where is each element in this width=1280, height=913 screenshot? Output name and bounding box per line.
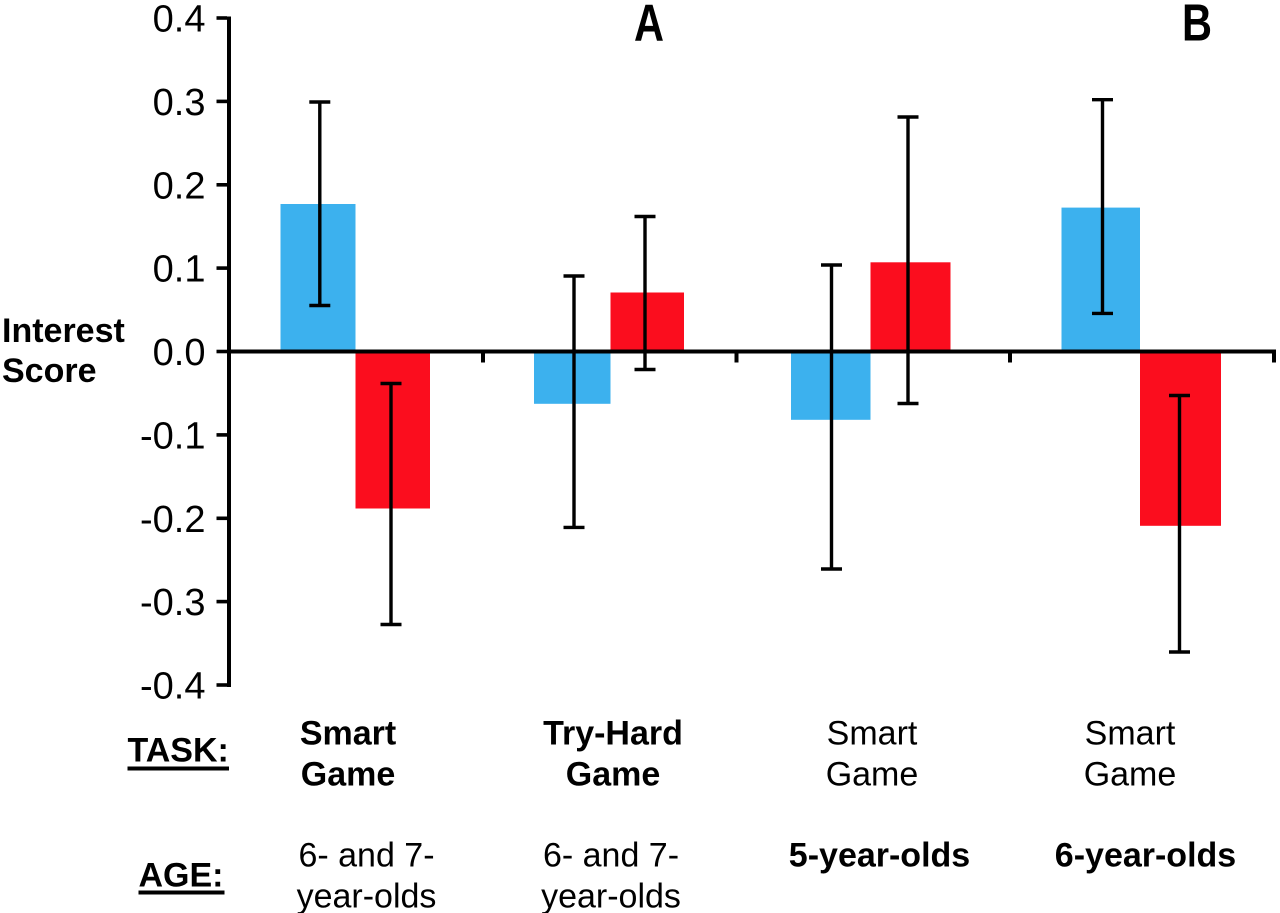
svg-text:6- and 7-: 6- and 7- bbox=[543, 837, 679, 875]
svg-text:Game: Game bbox=[1084, 756, 1177, 794]
svg-text:0.1: 0.1 bbox=[153, 249, 206, 291]
svg-text:B: B bbox=[1182, 0, 1212, 53]
svg-text:Game: Game bbox=[566, 756, 661, 794]
svg-text:6- and 7-: 6- and 7- bbox=[298, 837, 434, 875]
svg-text:0.4: 0.4 bbox=[153, 0, 206, 41]
svg-text:-0.2: -0.2 bbox=[140, 499, 205, 541]
svg-text:TASK:: TASK: bbox=[128, 732, 229, 770]
svg-text:year-olds: year-olds bbox=[297, 878, 437, 913]
svg-text:AGE:: AGE: bbox=[139, 857, 224, 895]
svg-text:6-year-olds: 6-year-olds bbox=[1055, 837, 1236, 875]
svg-text:Game: Game bbox=[301, 756, 396, 794]
svg-text:-0.4: -0.4 bbox=[140, 666, 205, 708]
svg-text:0.0: 0.0 bbox=[153, 332, 206, 374]
svg-text:-0.1: -0.1 bbox=[140, 415, 205, 457]
svg-text:0.2: 0.2 bbox=[153, 165, 206, 207]
svg-text:-0.3: -0.3 bbox=[140, 582, 205, 624]
svg-text:Smart: Smart bbox=[1085, 715, 1176, 753]
svg-text:Game: Game bbox=[826, 756, 919, 794]
svg-text:0.3: 0.3 bbox=[153, 82, 206, 124]
svg-text:year-olds: year-olds bbox=[541, 878, 681, 913]
svg-text:Smart: Smart bbox=[827, 715, 918, 753]
svg-text:Interest: Interest bbox=[2, 312, 125, 350]
svg-text:Try-Hard: Try-Hard bbox=[543, 715, 683, 753]
svg-text:Score: Score bbox=[2, 352, 97, 390]
svg-text:Smart: Smart bbox=[300, 715, 396, 753]
svg-text:A: A bbox=[634, 0, 664, 53]
svg-text:5-year-olds: 5-year-olds bbox=[789, 837, 970, 875]
